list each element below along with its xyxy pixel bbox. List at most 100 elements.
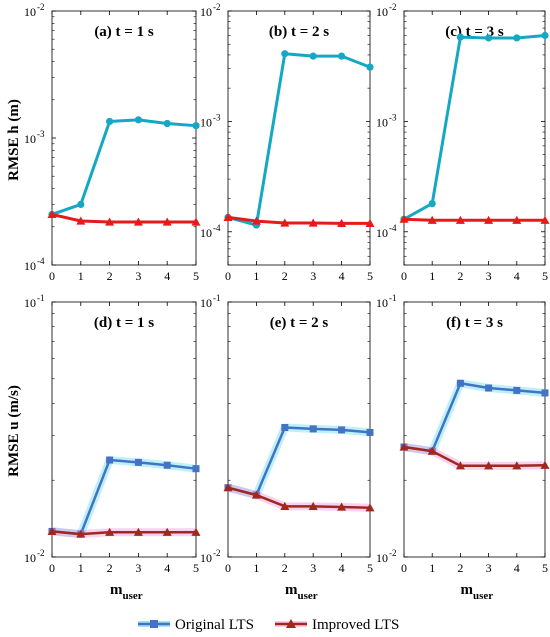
- panel-a: 10 -410 -310 -20 1 2 3 4 5(a) t = 1 s: [24, 2, 201, 283]
- x-tick-label: 1: [429, 561, 435, 575]
- data-point-improved: [512, 461, 522, 470]
- data-point-improved: [484, 461, 494, 470]
- axes-frame: [51, 301, 197, 558]
- y-tick-exponent: -2: [213, 548, 221, 558]
- data-point-original: [309, 52, 317, 60]
- data-point-improved: [427, 215, 437, 224]
- y-tick-exponent: -2: [389, 2, 397, 12]
- x-tick-label: 4: [514, 269, 520, 283]
- series-original-lts-line: [227, 52, 371, 227]
- y-tick-exponent: -2: [37, 2, 45, 12]
- panel-b: 10 -410 -310 -20 1 2 3 4 5(b) t = 2 s: [200, 2, 375, 283]
- panel-c: 10 -410 -310 -20 1 2 3 4 5(c) t = 3 s: [376, 2, 550, 283]
- data-point-improved: [399, 214, 409, 223]
- data-point-improved: [399, 442, 409, 451]
- data-point-original: [456, 33, 464, 41]
- x-tick-label: 5: [193, 269, 199, 283]
- data-point-original: [192, 465, 200, 473]
- data-point-original: [134, 458, 142, 466]
- x-tick-label: 1: [253, 561, 259, 575]
- data-point-improved: [251, 490, 261, 499]
- y-tick-label: 10: [24, 296, 36, 310]
- panel-f: 10 -210 -10 1 2 3 4 5(f) t = 3 s: [376, 293, 550, 575]
- data-point-original: [366, 63, 374, 71]
- x-tick-label: 3: [135, 561, 141, 575]
- y-tick-label: 10: [376, 551, 388, 565]
- y-tick-label: 10: [200, 551, 212, 565]
- data-point-improved: [337, 218, 347, 228]
- series-improved-lts-line: [403, 445, 546, 467]
- data-point-original: [106, 117, 114, 126]
- data-point-original: [338, 52, 346, 60]
- data-point-original: [485, 34, 493, 42]
- y-tick-label: 10: [376, 115, 388, 129]
- panel-title: (e) t = 2 s: [270, 315, 329, 331]
- legend-triangle-marker: [286, 619, 296, 628]
- y-tick-label: 10: [376, 296, 388, 310]
- data-point-improved: [365, 503, 375, 512]
- data-point-improved: [455, 461, 465, 470]
- panel-title: (a) t = 1 s: [94, 24, 154, 40]
- data-point-improved: [47, 526, 57, 536]
- y-tick-label: 10: [200, 5, 212, 19]
- x-tick-label: 2: [282, 269, 288, 283]
- y-tick-exponent: -1: [389, 293, 397, 303]
- x-axis-labels: muser muser muser: [110, 582, 493, 602]
- data-point-improved: [455, 215, 465, 224]
- data-point-improved: [105, 217, 115, 226]
- series-original-lts-line: [403, 33, 546, 221]
- y-axis-label-h: RMSE h (m): [6, 99, 22, 181]
- x-tick-label: 0: [401, 269, 407, 283]
- axes-frame: [403, 301, 546, 558]
- x-tick-label: 4: [514, 561, 520, 575]
- x-tick-label: 4: [339, 561, 345, 575]
- x-tick-label: 0: [49, 269, 55, 283]
- data-point-improved: [280, 218, 290, 227]
- data-point-improved: [162, 527, 172, 536]
- data-point-original: [192, 122, 200, 130]
- x-tick-label: 5: [367, 561, 373, 575]
- y-tick-label: 10: [24, 551, 36, 565]
- legend-item-original: Original LTS: [138, 617, 254, 633]
- x-tick-label: 0: [401, 561, 407, 575]
- series-improved-lts-line: [51, 212, 196, 224]
- data-point-original: [134, 116, 142, 124]
- data-point-original: [366, 428, 374, 436]
- data-point-improved: [133, 527, 143, 536]
- legend: Original LTS Improved LTS: [138, 617, 399, 633]
- x-tick-label: 0: [225, 561, 231, 575]
- y-tick-label: 10: [200, 115, 212, 129]
- data-point-original: [338, 426, 346, 434]
- x-tick-label: 2: [457, 269, 463, 283]
- data-point-original: [281, 423, 289, 431]
- x-axis-label: muser: [285, 582, 318, 602]
- y-tick-exponent: -2: [37, 548, 45, 558]
- series-improved-lts-line: [403, 217, 545, 222]
- data-point-original: [163, 461, 171, 469]
- y-tick-exponent: -3: [213, 112, 221, 122]
- panel-title: (f) t = 3 s: [446, 315, 503, 331]
- data-point-improved: [223, 483, 233, 492]
- data-point-improved: [365, 218, 375, 228]
- data-point-improved: [251, 216, 261, 225]
- data-point-original: [281, 50, 289, 58]
- series-improved-lts-line: [227, 215, 370, 225]
- data-point-improved: [191, 217, 201, 226]
- y-tick-exponent: -4: [213, 223, 221, 233]
- y-tick-exponent: -4: [389, 223, 397, 233]
- y-tick-exponent: -4: [37, 256, 45, 266]
- x-tick-label: 4: [164, 561, 170, 575]
- y-tick-label: 10: [376, 226, 388, 240]
- data-point-improved: [540, 215, 550, 224]
- data-point-improved: [512, 215, 522, 224]
- x-tick-label: 5: [542, 269, 548, 283]
- x-tick-label: 3: [486, 561, 492, 575]
- data-point-original: [428, 199, 436, 208]
- series-improved-lts-line: [227, 486, 371, 509]
- data-point-improved: [308, 501, 318, 510]
- data-point-improved: [133, 217, 143, 226]
- x-tick-label: 1: [253, 269, 259, 283]
- y-axis-label-u: RMSE u (m/s): [6, 385, 22, 477]
- x-tick-label: 5: [193, 561, 199, 575]
